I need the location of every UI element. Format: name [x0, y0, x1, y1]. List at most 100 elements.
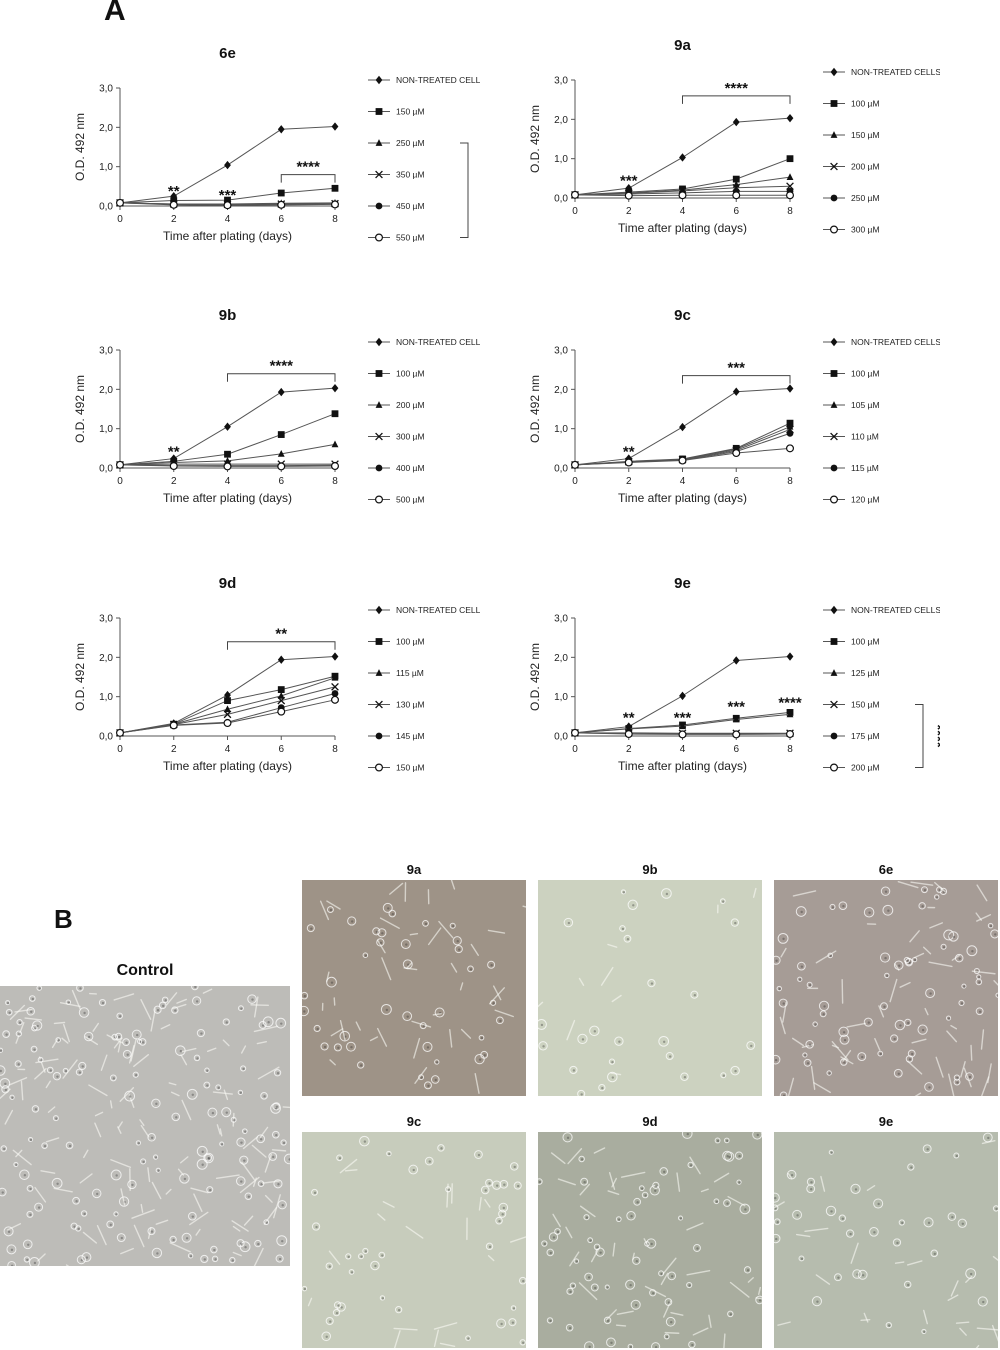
legend-item: 400 µM [368, 463, 425, 473]
data-point [277, 449, 285, 457]
legend-label: NON-TREATED CELLS [851, 67, 940, 77]
data-point [570, 728, 579, 737]
chart-title: 9a [674, 37, 691, 54]
micrograph-9c: 9c [302, 1114, 526, 1348]
legend-marker [830, 370, 838, 377]
x-tick-label: 4 [225, 744, 231, 755]
micrograph-svg [538, 1132, 762, 1348]
legend-marker [830, 700, 838, 709]
significance-label: *** [620, 172, 638, 189]
legend-item: 115 µM [368, 668, 424, 678]
panel-a-label: A [104, 0, 126, 27]
legend-item: 150 µM [368, 763, 425, 773]
data-point [786, 652, 794, 661]
data-point [786, 429, 794, 437]
significance-bracket [280, 174, 336, 183]
y-tick-label: 3,0 [99, 84, 113, 95]
data-point [625, 183, 633, 193]
x-tick-label: 2 [171, 476, 177, 487]
data-point [786, 444, 795, 453]
chart-title: 9d [219, 575, 237, 592]
significance-label: *** [219, 187, 237, 204]
significance-label: *** [674, 709, 692, 726]
data-point [679, 153, 686, 162]
legend-label: 400 µM [396, 463, 425, 473]
x-tick-label: 8 [787, 206, 793, 217]
micrograph-image [538, 880, 762, 1096]
data-point [570, 190, 579, 199]
x-tick-label: 6 [733, 476, 739, 487]
data-point [786, 730, 795, 739]
significance-label: ** [168, 443, 180, 460]
data-point [169, 200, 178, 209]
legend-item: 100 µM [823, 369, 880, 379]
legend-marker [375, 669, 383, 676]
data-point [115, 460, 124, 469]
data-point [732, 449, 741, 458]
legend-label: 100 µM [851, 637, 880, 647]
legend-bracket-label: **** [474, 179, 480, 203]
chart-9a: 9a 0,0 1,0 2,0 3,0 0 2 4 6 8 Time after plating (d… [495, 30, 941, 255]
micrograph-6e: 6e [774, 862, 998, 1096]
legend-item: 550 µM [368, 233, 425, 243]
y-tick-label: 3,0 [554, 76, 568, 87]
x-tick-label: 2 [626, 476, 632, 487]
data-point [786, 710, 794, 718]
micrograph-control: Control [0, 962, 290, 1266]
chart-9b: 9b 0,0 1,0 2,0 3,0 0 2 4 6 8 Time after plating (d… [40, 300, 486, 525]
legend-label: 105 µM [851, 400, 880, 410]
legend-label: 100 µM [851, 369, 880, 379]
chart-svg: 9c 0,0 1,0 2,0 3,0 0 2 4 6 8 Time after plating (d… [528, 307, 941, 505]
data-point [277, 431, 285, 438]
legend-bracket [915, 704, 924, 768]
legend-marker [375, 202, 383, 210]
data-point [732, 117, 740, 127]
micrograph-svg [774, 1132, 998, 1348]
y-tick-label: 2,0 [99, 123, 113, 134]
series [115, 460, 340, 471]
x-tick-label: 2 [171, 214, 177, 225]
legend-item: NON-TREATED CELLS [823, 337, 941, 347]
legend-item: 500 µM [368, 495, 425, 505]
y-tick-label: 2,0 [99, 385, 113, 396]
micrograph-background [302, 880, 526, 1096]
data-point [331, 200, 340, 209]
y-tick-label: 1,0 [99, 162, 113, 173]
x-tick-label: 0 [572, 476, 578, 487]
legend-label: 300 µM [396, 432, 425, 442]
legend-marker [830, 401, 838, 408]
legend-marker [830, 194, 838, 202]
data-point [678, 456, 687, 465]
chart-title: 6e [219, 45, 236, 62]
legend-item: NON-TREATED CELLS [823, 605, 941, 615]
micrograph-title: 6e [878, 862, 894, 877]
x-tick-label: 2 [626, 744, 632, 755]
chart-6e: 6e 0,0 1,0 2,0 3,0 0 2 4 6 8 Time after plating (d… [40, 38, 491, 263]
cells [538, 1132, 762, 1348]
micrograph-svg [774, 880, 998, 1096]
y-tick-label: 2,0 [554, 115, 568, 126]
micrograph-image [302, 1132, 526, 1348]
legend-label: 200 µM [851, 763, 880, 773]
y-tick-label: 0,0 [99, 732, 113, 743]
micrograph-background [538, 1132, 762, 1348]
chart-svg: 6e 0,0 1,0 2,0 3,0 0 2 4 6 8 Time after plating (d… [73, 45, 491, 243]
legend-label: 350 µM [396, 170, 425, 180]
data-point [331, 440, 339, 448]
data-point [331, 462, 340, 471]
legend-label: 150 µM [851, 700, 880, 710]
legend-item: 300 µM [368, 432, 425, 442]
cells [302, 1135, 526, 1348]
significance-label: **** [296, 159, 320, 176]
panel-b-label: B [54, 904, 73, 934]
significance-label: **** [778, 695, 802, 712]
significance-label: ** [168, 183, 180, 200]
legend-marker [830, 638, 838, 645]
legend-label: 250 µM [851, 193, 880, 203]
legend-marker [375, 700, 383, 709]
cells [774, 881, 998, 1096]
x-tick-label: 6 [278, 476, 284, 487]
series [570, 728, 795, 739]
legend-item: 250 µM [823, 193, 880, 203]
legend-label: 150 µM [396, 107, 425, 117]
